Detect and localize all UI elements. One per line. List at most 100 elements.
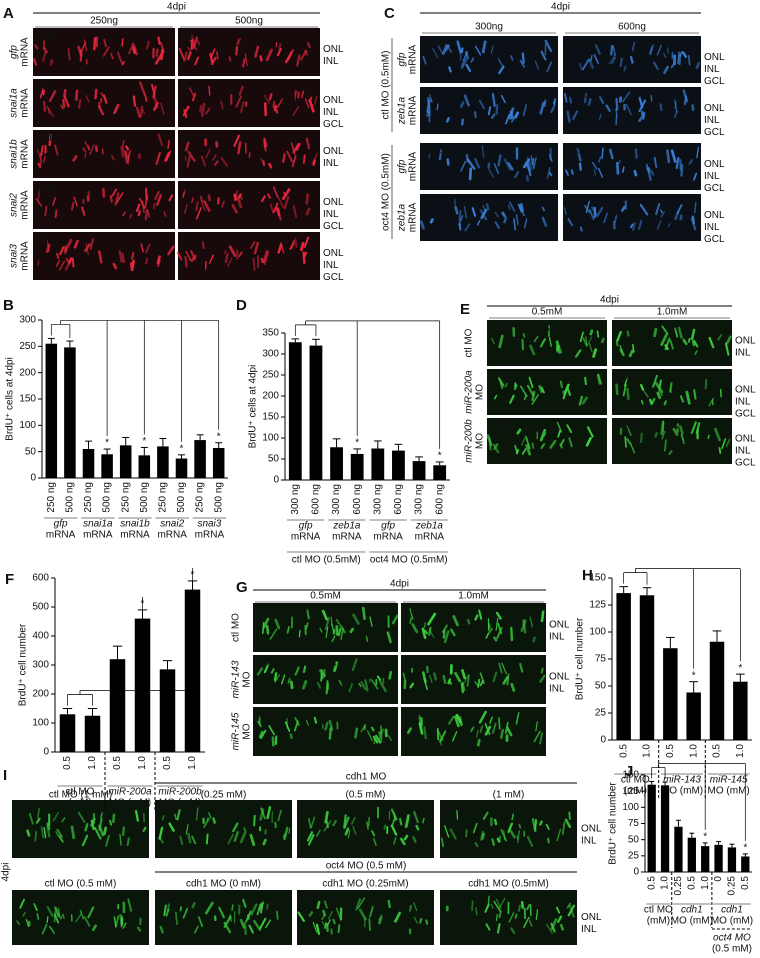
cell-streak bbox=[491, 337, 495, 345]
cell-streak bbox=[152, 85, 157, 99]
cell-streak bbox=[233, 831, 240, 842]
group-label: mRNA bbox=[415, 532, 445, 543]
marker: * bbox=[676, 425, 680, 436]
cell-streak bbox=[611, 56, 617, 65]
cell-streak bbox=[351, 658, 358, 672]
cell-streak bbox=[57, 907, 61, 919]
cell-streak bbox=[48, 90, 57, 102]
marker: * bbox=[90, 188, 94, 199]
group-label: MO (mM) bbox=[671, 916, 713, 927]
cell-streak bbox=[277, 196, 284, 208]
panel-letter: E bbox=[460, 301, 470, 318]
group-label: miR-200a bbox=[108, 787, 152, 798]
cell-streak bbox=[589, 329, 594, 336]
cell-streak bbox=[64, 258, 73, 271]
column-label: ctl MO (1 mM) bbox=[49, 790, 112, 801]
cell-streak bbox=[557, 429, 561, 438]
cell-streak bbox=[474, 680, 479, 686]
cell-streak bbox=[610, 45, 614, 56]
layer-label: ONL bbox=[581, 824, 602, 835]
cell-streak bbox=[260, 257, 264, 264]
bar bbox=[709, 641, 725, 740]
cell-streak bbox=[201, 203, 206, 212]
cell-streak bbox=[61, 817, 66, 823]
cell-streak bbox=[670, 62, 676, 69]
cell-streak bbox=[468, 167, 473, 181]
marker: * bbox=[239, 897, 243, 908]
cell-streak bbox=[42, 89, 46, 96]
cell-streak bbox=[510, 626, 514, 642]
group-label: snai1b bbox=[120, 519, 150, 530]
cell-streak bbox=[324, 617, 330, 631]
layer-label: ONL bbox=[735, 335, 756, 346]
cell-streak bbox=[339, 624, 346, 634]
cell-streak bbox=[132, 95, 137, 107]
x-tick-label: 1.0 bbox=[688, 744, 699, 758]
cell-streak bbox=[49, 925, 55, 934]
cell-streak bbox=[283, 196, 290, 210]
cell-streak bbox=[102, 94, 108, 104]
cell-streak bbox=[409, 617, 413, 624]
cell-streak bbox=[418, 722, 424, 735]
bar bbox=[109, 659, 126, 752]
cell-streak bbox=[43, 827, 47, 839]
cell-streak bbox=[510, 682, 516, 692]
cell-streak bbox=[327, 910, 334, 920]
column-label: ctl MO (0.5 mM) bbox=[45, 879, 117, 890]
cell-streak bbox=[35, 197, 43, 207]
cell-streak bbox=[332, 819, 337, 827]
cell-streak bbox=[484, 725, 492, 736]
cell-streak bbox=[587, 98, 592, 106]
cell-streak bbox=[337, 628, 342, 637]
cell-streak bbox=[528, 376, 534, 389]
cell-streak bbox=[305, 719, 309, 726]
cell-streak bbox=[155, 48, 159, 57]
y-tick-label: 500 bbox=[32, 602, 49, 613]
cell-streak bbox=[122, 211, 126, 217]
cell-streak bbox=[641, 110, 645, 118]
cell-streak bbox=[509, 829, 516, 839]
cell-streak bbox=[257, 720, 262, 728]
cell-streak bbox=[54, 144, 59, 156]
cell-streak bbox=[474, 842, 479, 847]
micrograph-tint bbox=[178, 79, 320, 127]
row-label: mRNA bbox=[20, 88, 31, 118]
micrograph bbox=[487, 418, 607, 464]
cell-streak bbox=[303, 236, 310, 248]
group-label: MO (mM) bbox=[711, 916, 753, 927]
y-tick-label: 100 bbox=[19, 420, 36, 431]
bar bbox=[194, 440, 206, 478]
bar bbox=[350, 453, 364, 480]
cell-streak bbox=[425, 919, 429, 925]
cell-streak bbox=[475, 907, 478, 916]
cell-streak bbox=[515, 712, 520, 725]
bar bbox=[639, 595, 655, 740]
cell-streak bbox=[421, 627, 427, 639]
cell-streak bbox=[622, 91, 631, 103]
cell-streak bbox=[415, 824, 420, 831]
cell-streak bbox=[315, 829, 321, 837]
cell-streak bbox=[351, 817, 356, 825]
cell-streak bbox=[582, 58, 590, 71]
row-label: miR-200b bbox=[464, 419, 475, 463]
x-tick-label: 0 bbox=[713, 876, 724, 882]
cell-streak bbox=[195, 207, 202, 220]
bar bbox=[84, 715, 101, 752]
bar bbox=[119, 445, 132, 478]
stain-label: BrdU bbox=[181, 184, 204, 195]
cell-streak bbox=[286, 150, 294, 163]
cell-streak bbox=[243, 922, 247, 935]
cell-streak bbox=[263, 663, 270, 674]
layer-label: ONL bbox=[323, 197, 344, 208]
cell-streak bbox=[487, 895, 490, 908]
y-tick-label: 100 bbox=[622, 802, 639, 813]
cell-streak bbox=[79, 909, 85, 920]
cell-streak bbox=[670, 149, 677, 163]
cell-streak bbox=[566, 424, 572, 434]
y-tick-label: 50 bbox=[268, 454, 280, 465]
significance: * bbox=[703, 832, 707, 843]
stain-label: BrdU bbox=[490, 323, 513, 334]
cell-streak bbox=[235, 45, 239, 56]
layer-label: ONL bbox=[704, 159, 725, 170]
y-tick-label: 25 bbox=[628, 850, 640, 861]
